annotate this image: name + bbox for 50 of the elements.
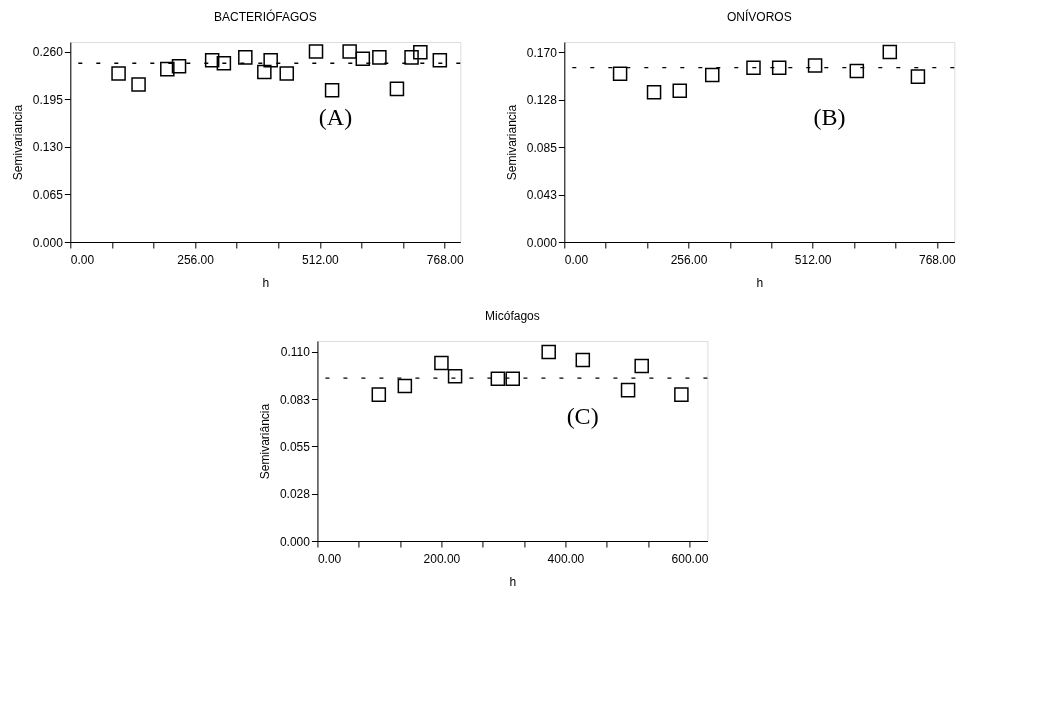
point [490,371,506,387]
point [674,387,689,402]
y-axis-title: Semivariancia [504,104,519,181]
y-tick-label: 0.170 [526,45,558,60]
y-tick-label: 0.195 [32,92,64,107]
y-tick-label: 0.083 [279,392,311,407]
x-tick-label: 768.00 [918,252,957,267]
annotation: (C) [566,403,599,429]
chart-title: BACTERIÓFAGOS [213,9,317,24]
x-tick-label: 256.00 [670,252,708,267]
x-tick-label: 768.00 [426,252,464,267]
point [575,352,591,368]
point [620,382,636,398]
y-tick-label: 0.043 [526,188,558,203]
x-tick-label: 256.00 [177,252,215,267]
annotation: (B) [813,104,846,130]
y-tick-label: 0.000 [526,235,558,250]
chart-title: ONÍVOROS [726,9,792,24]
y-tick-label: 0.000 [279,534,311,549]
x-tick-label: 0.00 [317,551,342,566]
x-tick-label: 512.00 [302,252,340,267]
x-tick-label: 512.00 [794,252,832,267]
y-axis-title: Semivariância [257,403,272,480]
point [505,371,520,387]
point [447,368,463,384]
y-tick-label: 0.260 [32,45,64,60]
y-tick-label: 0.000 [32,235,64,250]
y-tick-label: 0.065 [32,187,64,202]
point [634,358,649,374]
x-tick-label: 400.00 [547,551,585,566]
x-tick-label: 0.00 [70,252,95,267]
y-tick-label: 0.128 [526,93,558,108]
x-axis-title: h [509,574,517,589]
x-axis-title: h [262,275,270,290]
point [371,387,387,402]
x-tick-label: 600.00 [671,551,709,566]
y-tick-label: 0.085 [526,140,558,155]
annotation: (A) [318,104,353,130]
point [397,378,413,394]
point [434,355,449,371]
x-tick-label: 0.00 [564,252,589,267]
x-tick-label: 200.00 [423,551,461,566]
x-axis-title: h [756,275,764,290]
chart-title: Micófagos [485,309,540,323]
y-tick-label: 0.055 [279,440,311,454]
y-tick-label: 0.130 [32,140,64,155]
y-axis-title: Semivariancia [10,104,25,181]
y-tick-label: 0.028 [279,487,311,502]
point [541,344,556,360]
y-tick-label: 0.110 [280,345,311,360]
